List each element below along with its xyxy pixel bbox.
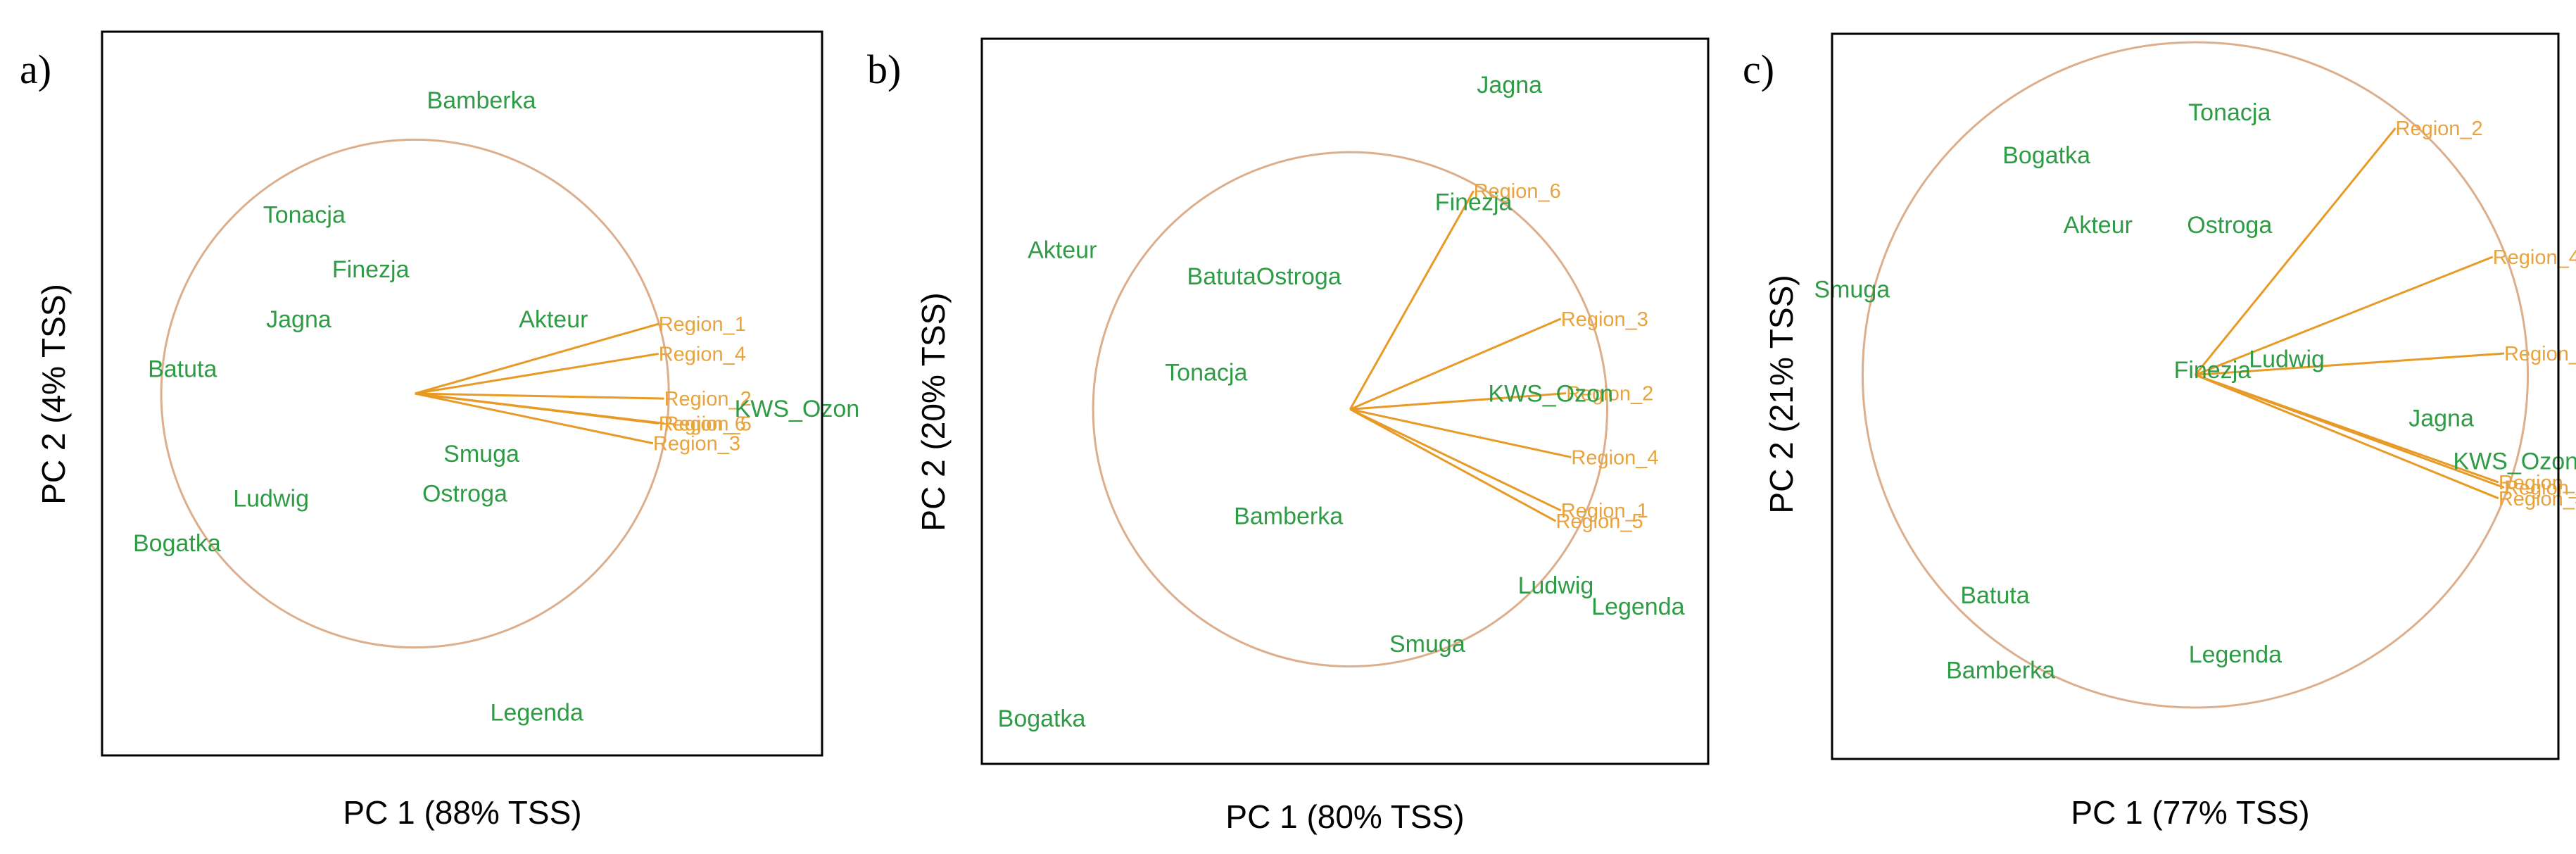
panel-c-region-label-region-3: Region_3: [2499, 488, 2576, 510]
panel-c-genotype-label-batuta: Batuta: [1960, 582, 2029, 609]
panel-c: c) PC 2 (21% TSS) PC 1 (77% TSS) Region_…: [1743, 32, 2576, 831]
panel-b-genotype-label-ludwig: Ludwig: [1518, 572, 1594, 599]
panel-b-genotype-label-tonacja: Tonacja: [1165, 359, 1247, 386]
panel-c-x-axis-title: PC 1 (77% TSS): [2071, 794, 2309, 831]
panel-b-x-axis-title: PC 1 (80% TSS): [1225, 798, 1464, 835]
panel-c-vector-region-5: [2195, 374, 2505, 489]
panel-b-vector-region-6: [1349, 190, 1475, 410]
panel-a-letter: a): [20, 46, 51, 92]
panel-c-y-axis-title: PC 2 (21% TSS): [1763, 275, 1800, 513]
panel-c-vector-region-2: [2194, 127, 2397, 376]
panel-b-vector-region-2: [1350, 392, 1567, 410]
panel-c-genotype-label-tonacja: Tonacja: [2188, 99, 2271, 126]
panel-a-y-axis-title: PC 2 (4% TSS): [35, 284, 72, 505]
panel-c-vector-region-3: [2195, 374, 2499, 500]
panel-a-genotype-label-smuga: Smuga: [443, 441, 519, 467]
panel-a-genotype-label-ostroga: Ostroga: [422, 480, 507, 507]
panel-a: a) PC 2 (4% TSS) PC 1 (88% TSS) Region_1…: [20, 30, 859, 831]
panel-c-region-label-region-6: Region_6: [2504, 343, 2576, 365]
panel-c-region-label-region-2: Region_2: [2396, 118, 2483, 140]
panel-c-genotype-label-akteur: Akteur: [2064, 212, 2133, 239]
panel-b-region-label-region-1: Region_1: [1561, 500, 1648, 522]
panel-a-vector-region-4: [415, 352, 659, 395]
panel-a-vector-region-3: [415, 392, 654, 445]
panel-c-genotype-label-bamberka: Bamberka: [1946, 658, 2055, 684]
panel-a-frame: [101, 30, 823, 757]
panel-a-vector-region-6: [415, 392, 659, 425]
panel-a-genotype-label-legenda: Legenda: [491, 700, 583, 727]
panel-a-region-label-region-2: Region_2: [664, 388, 752, 410]
panel-b-vector-region-3: [1349, 318, 1562, 410]
panel-b-vector-region-5: [1349, 408, 1557, 522]
panel-c-genotype-label-legenda: Legenda: [2189, 641, 2282, 668]
panel-b-y-axis-title: PC 2 (20% TSS): [915, 292, 952, 531]
panel-c-region-label-region-1: Region_1: [2499, 472, 2576, 494]
panel-b-genotype-label-finezja: Finezja: [1435, 189, 1513, 215]
panel-a-genotype-label-bamberka: Bamberka: [427, 87, 536, 114]
panel-a-reference-circle: [160, 138, 670, 649]
panel-a-genotype-label-ludwig: Ludwig: [233, 485, 309, 512]
panel-b-region-label-region-2: Region_2: [1566, 383, 1653, 406]
panel-b-genotype-label-batuta: Batuta: [1187, 263, 1256, 290]
panel-c-vector-region-6: [2195, 352, 2505, 377]
panel-b-vector-region-4: [1349, 408, 1572, 458]
panel-b-genotype-label-bamberka: Bamberka: [1234, 503, 1343, 530]
panel-c-region-label-region-4: Region_4: [2493, 246, 2576, 269]
panel-a-genotype-label-finezja: Finezja: [332, 256, 410, 283]
panel-c-genotype-label-finezja: Finezja: [2174, 357, 2252, 384]
panel-c-genotype-label-kws-ozon: KWS_Ozon: [2453, 448, 2576, 475]
panel-a-region-label-region-4: Region_4: [659, 343, 746, 365]
panel-c-reference-circle: [1861, 41, 2530, 709]
panel-a-region-label-region-6: Region_6: [659, 413, 746, 435]
panel-a-genotype-label-kws-ozon: KWS_Ozon: [735, 396, 860, 422]
panel-c-genotype-label-jagna: Jagna: [2408, 405, 2474, 432]
panel-b-region-label-region-3: Region_3: [1561, 308, 1648, 331]
panel-a-genotype-label-batuta: Batuta: [148, 356, 217, 383]
panel-c-genotype-label-bogatka: Bogatka: [2002, 142, 2090, 169]
panel-c-letter: c): [1743, 46, 1774, 92]
panel-c-plot-area: Region_2 Region_4 Region_6 Region_1Region_5…: [1814, 41, 2576, 709]
panel-b-region-label-region-4: Region_4: [1571, 446, 1658, 469]
panel-a-vector-region-2: [415, 392, 664, 400]
panel-b-genotype-label-akteur: Akteur: [1028, 237, 1097, 263]
panel-b-genotype-label-jagna: Jagna: [1477, 72, 1542, 99]
panel-b-reference-circle: [1092, 151, 1609, 668]
panel-a-region-label-region-5: Region_5: [664, 413, 752, 435]
panel-a-x-axis-title: PC 1 (88% TSS): [343, 794, 581, 831]
panel-b-plot-area: Region_6 Region_3 Region_2 Region_4 Region_1…: [998, 72, 1685, 732]
panel-a-genotype-label-bogatka: Bogatka: [133, 530, 221, 557]
panel-b-genotype-label-kws-ozon: KWS_Ozon: [1488, 381, 1613, 408]
panel-c-genotype-label-ostroga: Ostroga: [2187, 212, 2272, 239]
panel-c-genotype-label-smuga: Smuga: [1814, 277, 1890, 303]
panel-b-genotype-label-bogatka: Bogatka: [998, 705, 1086, 732]
panel-b-region-label-region-6: Region_6: [1474, 180, 1561, 203]
panel-a-genotype-label-tonacja: Tonacja: [263, 201, 346, 228]
panel-c-genotype-label-ludwig: Ludwig: [2249, 346, 2325, 373]
panel-a-region-label-region-1: Region_1: [659, 313, 746, 336]
panel-b-genotype-label-legenda: Legenda: [1591, 594, 1684, 620]
panel-a-vector-region-1: [415, 322, 659, 395]
panel-a-plot-area: Region_1 Region_4 Region_2 Region_5Region_6…: [133, 87, 859, 727]
panel-b-frame: [980, 37, 1710, 765]
panel-b-genotype-label-ostroga: Ostroga: [1256, 263, 1341, 290]
panel-b: b) PC 2 (20% TSS) PC 1 (80% TSS) Region_…: [867, 37, 1710, 835]
panel-b-vector-region-1: [1349, 408, 1562, 512]
panel-c-region-label-region-5: Region_5: [2504, 477, 2576, 500]
panel-a-genotype-label-jagna: Jagna: [266, 306, 332, 333]
panel-c-frame: [1831, 32, 2560, 760]
panel-a-genotype-label-akteur: Akteur: [519, 306, 588, 333]
panel-b-region-label-region-5: Region_5: [1555, 510, 1643, 533]
panel-a-region-label-region-3: Region_3: [653, 433, 740, 456]
panel-c-vector-region-4: [2195, 256, 2494, 376]
panel-b-genotype-label-smuga: Smuga: [1389, 631, 1465, 658]
panel-b-letter: b): [867, 46, 901, 92]
